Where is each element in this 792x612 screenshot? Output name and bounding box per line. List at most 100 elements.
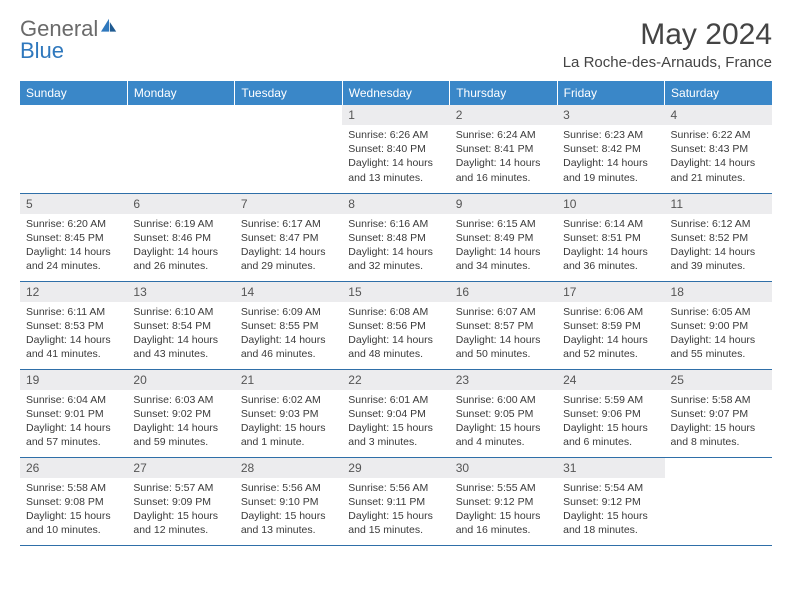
logo-blue: Blue	[20, 38, 64, 63]
day-number: 22	[342, 370, 449, 390]
location: La Roche-des-Arnauds, France	[563, 54, 772, 71]
weekday-header: Friday	[557, 81, 664, 105]
header: GeneralBlue May 2024 La Roche-des-Arnaud…	[20, 18, 772, 71]
day-number: 8	[342, 194, 449, 214]
calendar-day-cell: 4Sunrise: 6:22 AMSunset: 8:43 PMDaylight…	[665, 105, 772, 193]
calendar-day-cell: 27Sunrise: 5:57 AMSunset: 9:09 PMDayligh…	[127, 457, 234, 545]
day-number: 24	[557, 370, 664, 390]
day-number: 9	[450, 194, 557, 214]
day-number: 2	[450, 105, 557, 125]
month-title: May 2024	[563, 18, 772, 52]
day-info: Sunrise: 6:01 AMSunset: 9:04 PMDaylight:…	[342, 390, 449, 454]
day-number: 25	[665, 370, 772, 390]
day-info: Sunrise: 6:08 AMSunset: 8:56 PMDaylight:…	[342, 302, 449, 366]
day-info: Sunrise: 5:57 AMSunset: 9:09 PMDaylight:…	[127, 478, 234, 542]
calendar-header-row: SundayMondayTuesdayWednesdayThursdayFrid…	[20, 81, 772, 105]
day-info: Sunrise: 5:56 AMSunset: 9:11 PMDaylight:…	[342, 478, 449, 542]
day-info: Sunrise: 6:17 AMSunset: 8:47 PMDaylight:…	[235, 214, 342, 278]
calendar-day-cell: 1Sunrise: 6:26 AMSunset: 8:40 PMDaylight…	[342, 105, 449, 193]
day-info: Sunrise: 6:15 AMSunset: 8:49 PMDaylight:…	[450, 214, 557, 278]
calendar-day-cell: 15Sunrise: 6:08 AMSunset: 8:56 PMDayligh…	[342, 281, 449, 369]
day-info: Sunrise: 6:22 AMSunset: 8:43 PMDaylight:…	[665, 125, 772, 189]
day-info: Sunrise: 6:06 AMSunset: 8:59 PMDaylight:…	[557, 302, 664, 366]
day-number: 4	[665, 105, 772, 125]
calendar-day-cell: 23Sunrise: 6:00 AMSunset: 9:05 PMDayligh…	[450, 369, 557, 457]
day-number: 3	[557, 105, 664, 125]
day-info: Sunrise: 6:07 AMSunset: 8:57 PMDaylight:…	[450, 302, 557, 366]
day-number: 23	[450, 370, 557, 390]
day-number: 30	[450, 458, 557, 478]
day-info: Sunrise: 6:19 AMSunset: 8:46 PMDaylight:…	[127, 214, 234, 278]
calendar-day-cell: 31Sunrise: 5:54 AMSunset: 9:12 PMDayligh…	[557, 457, 664, 545]
day-info: Sunrise: 6:12 AMSunset: 8:52 PMDaylight:…	[665, 214, 772, 278]
day-number: 26	[20, 458, 127, 478]
calendar-day-cell	[235, 105, 342, 193]
calendar-day-cell: 22Sunrise: 6:01 AMSunset: 9:04 PMDayligh…	[342, 369, 449, 457]
day-info: Sunrise: 5:54 AMSunset: 9:12 PMDaylight:…	[557, 478, 664, 542]
calendar-day-cell	[20, 105, 127, 193]
calendar-day-cell: 29Sunrise: 5:56 AMSunset: 9:11 PMDayligh…	[342, 457, 449, 545]
day-info: Sunrise: 6:20 AMSunset: 8:45 PMDaylight:…	[20, 214, 127, 278]
calendar-day-cell: 14Sunrise: 6:09 AMSunset: 8:55 PMDayligh…	[235, 281, 342, 369]
calendar-day-cell: 12Sunrise: 6:11 AMSunset: 8:53 PMDayligh…	[20, 281, 127, 369]
logo-sail-icon	[99, 18, 119, 34]
calendar-day-cell: 20Sunrise: 6:03 AMSunset: 9:02 PMDayligh…	[127, 369, 234, 457]
calendar-week-row: 12Sunrise: 6:11 AMSunset: 8:53 PMDayligh…	[20, 281, 772, 369]
day-info: Sunrise: 6:03 AMSunset: 9:02 PMDaylight:…	[127, 390, 234, 454]
weekday-header: Tuesday	[235, 81, 342, 105]
day-number: 21	[235, 370, 342, 390]
day-number: 19	[20, 370, 127, 390]
day-info: Sunrise: 6:23 AMSunset: 8:42 PMDaylight:…	[557, 125, 664, 189]
calendar-day-cell	[665, 457, 772, 545]
calendar-week-row: 26Sunrise: 5:58 AMSunset: 9:08 PMDayligh…	[20, 457, 772, 545]
day-info: Sunrise: 6:09 AMSunset: 8:55 PMDaylight:…	[235, 302, 342, 366]
day-info: Sunrise: 6:05 AMSunset: 9:00 PMDaylight:…	[665, 302, 772, 366]
day-info: Sunrise: 5:58 AMSunset: 9:07 PMDaylight:…	[665, 390, 772, 454]
day-info: Sunrise: 6:02 AMSunset: 9:03 PMDaylight:…	[235, 390, 342, 454]
day-info: Sunrise: 6:00 AMSunset: 9:05 PMDaylight:…	[450, 390, 557, 454]
day-number: 11	[665, 194, 772, 214]
calendar-day-cell: 21Sunrise: 6:02 AMSunset: 9:03 PMDayligh…	[235, 369, 342, 457]
weekday-header: Monday	[127, 81, 234, 105]
weekday-header: Thursday	[450, 81, 557, 105]
calendar-day-cell: 13Sunrise: 6:10 AMSunset: 8:54 PMDayligh…	[127, 281, 234, 369]
day-number: 6	[127, 194, 234, 214]
weekday-header: Wednesday	[342, 81, 449, 105]
calendar-day-cell: 28Sunrise: 5:56 AMSunset: 9:10 PMDayligh…	[235, 457, 342, 545]
calendar-day-cell: 9Sunrise: 6:15 AMSunset: 8:49 PMDaylight…	[450, 193, 557, 281]
calendar-day-cell: 26Sunrise: 5:58 AMSunset: 9:08 PMDayligh…	[20, 457, 127, 545]
day-info: Sunrise: 5:56 AMSunset: 9:10 PMDaylight:…	[235, 478, 342, 542]
day-number: 17	[557, 282, 664, 302]
calendar-day-cell: 10Sunrise: 6:14 AMSunset: 8:51 PMDayligh…	[557, 193, 664, 281]
day-info: Sunrise: 6:10 AMSunset: 8:54 PMDaylight:…	[127, 302, 234, 366]
day-info: Sunrise: 6:16 AMSunset: 8:48 PMDaylight:…	[342, 214, 449, 278]
day-info: Sunrise: 6:14 AMSunset: 8:51 PMDaylight:…	[557, 214, 664, 278]
calendar-day-cell: 8Sunrise: 6:16 AMSunset: 8:48 PMDaylight…	[342, 193, 449, 281]
day-number: 7	[235, 194, 342, 214]
day-info: Sunrise: 5:58 AMSunset: 9:08 PMDaylight:…	[20, 478, 127, 542]
day-number: 5	[20, 194, 127, 214]
calendar-day-cell: 25Sunrise: 5:58 AMSunset: 9:07 PMDayligh…	[665, 369, 772, 457]
calendar-day-cell: 17Sunrise: 6:06 AMSunset: 8:59 PMDayligh…	[557, 281, 664, 369]
calendar-week-row: 5Sunrise: 6:20 AMSunset: 8:45 PMDaylight…	[20, 193, 772, 281]
calendar-day-cell: 7Sunrise: 6:17 AMSunset: 8:47 PMDaylight…	[235, 193, 342, 281]
day-number: 20	[127, 370, 234, 390]
day-number: 13	[127, 282, 234, 302]
calendar-body: 1Sunrise: 6:26 AMSunset: 8:40 PMDaylight…	[20, 105, 772, 545]
day-number: 29	[342, 458, 449, 478]
day-number: 16	[450, 282, 557, 302]
day-info: Sunrise: 5:55 AMSunset: 9:12 PMDaylight:…	[450, 478, 557, 542]
weekday-header: Sunday	[20, 81, 127, 105]
day-number: 1	[342, 105, 449, 125]
calendar-day-cell: 2Sunrise: 6:24 AMSunset: 8:41 PMDaylight…	[450, 105, 557, 193]
calendar-day-cell: 24Sunrise: 5:59 AMSunset: 9:06 PMDayligh…	[557, 369, 664, 457]
calendar-day-cell: 16Sunrise: 6:07 AMSunset: 8:57 PMDayligh…	[450, 281, 557, 369]
calendar-week-row: 1Sunrise: 6:26 AMSunset: 8:40 PMDaylight…	[20, 105, 772, 193]
day-info: Sunrise: 6:04 AMSunset: 9:01 PMDaylight:…	[20, 390, 127, 454]
calendar: SundayMondayTuesdayWednesdayThursdayFrid…	[20, 81, 772, 546]
day-info: Sunrise: 6:26 AMSunset: 8:40 PMDaylight:…	[342, 125, 449, 189]
calendar-day-cell: 6Sunrise: 6:19 AMSunset: 8:46 PMDaylight…	[127, 193, 234, 281]
day-info: Sunrise: 5:59 AMSunset: 9:06 PMDaylight:…	[557, 390, 664, 454]
calendar-day-cell: 19Sunrise: 6:04 AMSunset: 9:01 PMDayligh…	[20, 369, 127, 457]
day-number: 15	[342, 282, 449, 302]
